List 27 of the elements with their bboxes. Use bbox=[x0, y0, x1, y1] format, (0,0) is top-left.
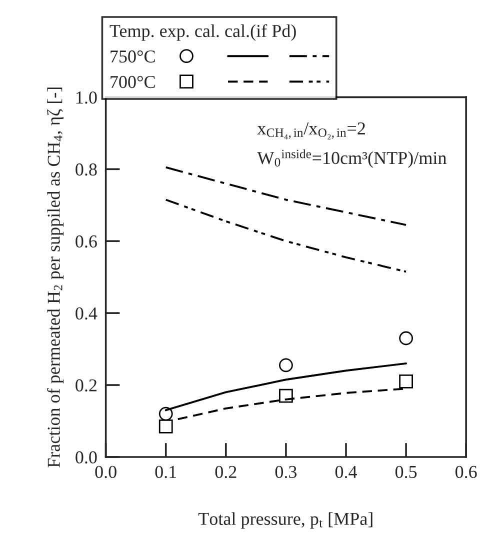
point bbox=[399, 331, 413, 346]
y-tick-label: 0.8 bbox=[76, 163, 97, 176]
y-tick-label: 0.0 bbox=[76, 451, 97, 464]
annotation: x$_{CH₄,in}$/x$_{O₂,in}$=2 bbox=[257, 122, 365, 140]
y-axis-title: Fraction of permeated H$_{2}$ per suppiled as CH$_{4}$, ηζ [-] bbox=[47, 88, 64, 468]
legend-title: Temp. exp. cal. cal.(if Pd) bbox=[110, 24, 296, 41]
line-series bbox=[164, 166, 408, 226]
legend-label: 700°C bbox=[110, 76, 155, 88]
y-tick-label: 1.0 bbox=[76, 91, 97, 104]
x-tick-label: 0.0 bbox=[95, 466, 116, 478]
y-tick-label: 0.4 bbox=[76, 307, 98, 320]
x-tick-label: 0.5 bbox=[395, 466, 417, 478]
x-tick-label: 0.2 bbox=[215, 466, 236, 478]
y-tick-label: 0.6 bbox=[76, 235, 97, 248]
x-axis-title: Total pressure, p$_{t}$ [MPa] bbox=[198, 512, 372, 529]
y-tick-label: 0.2 bbox=[76, 379, 96, 392]
x-tick-label: 0.4 bbox=[335, 466, 357, 478]
point bbox=[399, 374, 413, 388]
x-tick-label: 0.3 bbox=[275, 466, 297, 478]
point bbox=[279, 358, 293, 372]
point bbox=[158, 419, 173, 434]
point bbox=[279, 388, 293, 403]
x-tick-label: 0.6 bbox=[455, 466, 477, 478]
x-tick-label: 0.1 bbox=[155, 466, 176, 478]
line-series bbox=[164, 198, 408, 273]
annotation: W$_{0}$$^{inside}$=10cm³(NTP)/min bbox=[257, 149, 446, 168]
legend-label: 750°C bbox=[110, 50, 155, 63]
